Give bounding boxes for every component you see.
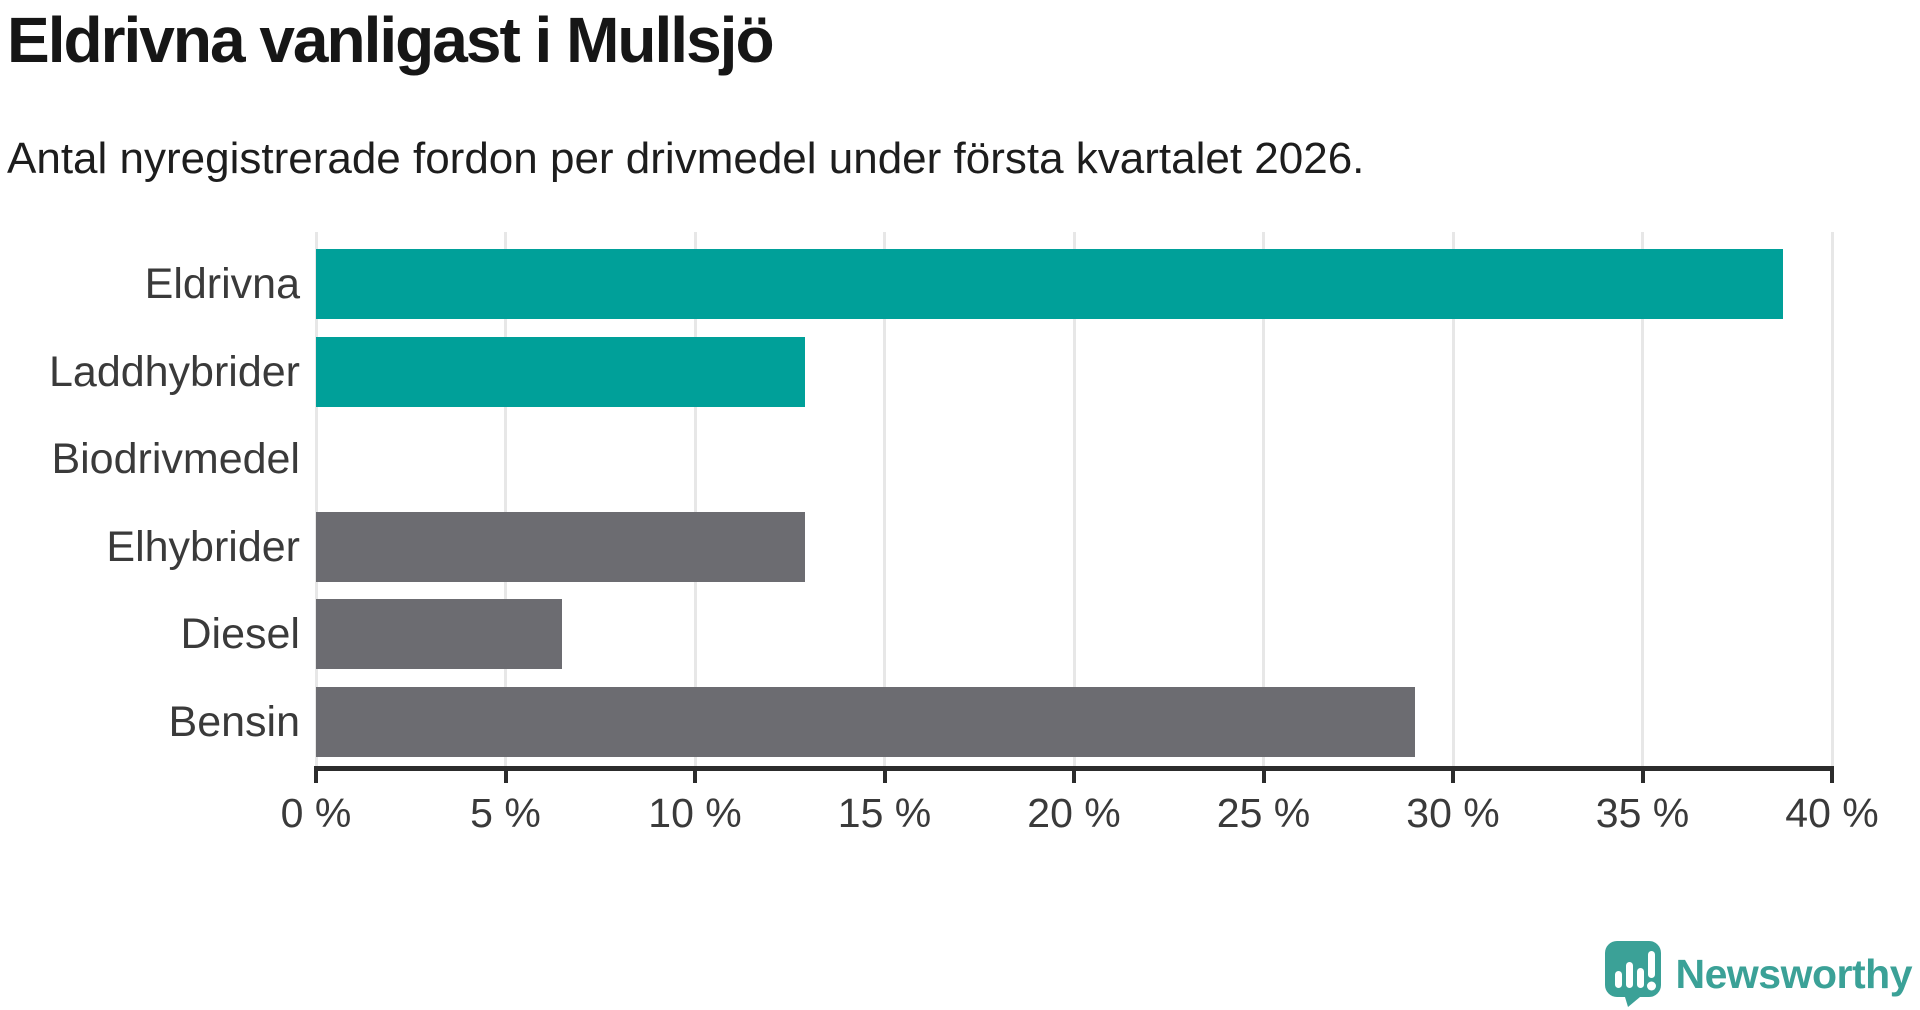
gridline	[1262, 232, 1265, 766]
x-axis-tick	[1261, 771, 1266, 783]
category-label-laddhybrider: Laddhybrider	[48, 347, 300, 396]
newsworthy-logo-text: Newsworthy	[1675, 950, 1913, 997]
x-axis-tick-label: 10 %	[648, 790, 742, 836]
chart-title: Eldrivna vanligast i Mullsjö	[7, 4, 775, 76]
x-axis-tick	[314, 771, 318, 783]
x-axis-tick-label: 35 %	[1595, 790, 1690, 836]
x-axis-tick-label: 15 %	[837, 790, 932, 836]
category-label-eldrivna: Eldrivna	[144, 260, 300, 308]
x-axis-tick-label: 30 %	[1406, 790, 1500, 836]
newsworthy-logo: Newsworthy	[1604, 941, 1913, 1007]
category-label-diesel: Diesel	[180, 610, 301, 658]
gridline	[1830, 232, 1834, 766]
x-axis-tick-label: 0 %	[280, 790, 352, 836]
bar-laddhybrider	[316, 336, 805, 407]
x-axis-line	[314, 766, 1834, 771]
x-axis-tick	[882, 771, 887, 783]
category-label-elhybrider: Elhybrider	[106, 522, 300, 571]
bar-diesel	[316, 599, 563, 669]
category-label-bensin: Bensin	[168, 697, 300, 746]
x-axis-tick-label: 40 %	[1785, 790, 1879, 836]
bar-bensin	[316, 686, 1416, 757]
gridline	[314, 232, 318, 766]
x-axis-tick-label: 25 %	[1216, 790, 1311, 836]
gridline	[1451, 232, 1455, 766]
x-axis-tick	[503, 771, 508, 783]
plot-area	[314, 232, 1834, 766]
gridline	[1641, 232, 1644, 766]
bar-elhybrider	[316, 511, 805, 582]
x-axis-tick	[1451, 771, 1455, 783]
category-label-biodrivmedel: Biodrivmedel	[51, 435, 300, 483]
x-axis-tick	[1830, 771, 1834, 783]
x-axis-tick-label: 5 %	[470, 790, 541, 836]
x-axis-tick-label: 20 %	[1027, 790, 1121, 836]
x-axis-tick	[1072, 771, 1076, 783]
newsworthy-logo-icon	[1604, 941, 1661, 1007]
gridline	[693, 232, 697, 766]
x-axis-tick	[693, 771, 697, 783]
bar-eldrivna	[316, 249, 1783, 319]
chart-subtitle: Antal nyregistrerade fordon per drivmede…	[7, 134, 1365, 183]
gridline	[1072, 232, 1076, 766]
x-axis-tick	[1640, 771, 1645, 783]
gridline	[504, 232, 507, 766]
gridline	[883, 232, 886, 766]
